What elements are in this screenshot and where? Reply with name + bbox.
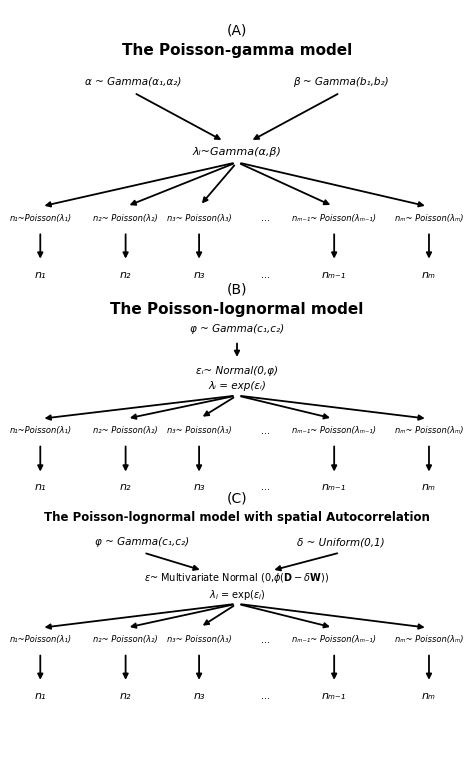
Text: n₃~ Poisson(λ₃): n₃~ Poisson(λ₃) — [167, 214, 231, 223]
Text: n₃: n₃ — [193, 691, 205, 700]
Text: λᵢ~Gamma(α,β): λᵢ~Gamma(α,β) — [192, 147, 282, 157]
Text: n₂: n₂ — [120, 483, 131, 492]
Text: ...: ... — [261, 426, 270, 435]
Text: nₘ₋₁: nₘ₋₁ — [322, 270, 346, 279]
Text: n₂~ Poisson(λ₂): n₂~ Poisson(λ₂) — [93, 635, 158, 644]
Text: $\varepsilon$~ Multivariate Normal (0,$\phi$($\mathbf{D}-\delta\mathbf{W}$)): $\varepsilon$~ Multivariate Normal (0,$\… — [145, 571, 329, 585]
Text: n₁: n₁ — [35, 483, 46, 492]
Text: n₁~Poisson(λ₁): n₁~Poisson(λ₁) — [9, 214, 72, 223]
Text: n₃~ Poisson(λ₃): n₃~ Poisson(λ₃) — [167, 635, 231, 644]
Text: λᵢ = exp(εᵢ): λᵢ = exp(εᵢ) — [208, 381, 266, 391]
Text: φ ~ Gamma(c₁,c₂): φ ~ Gamma(c₁,c₂) — [190, 324, 284, 334]
Text: nₘ~ Poisson(λₘ): nₘ~ Poisson(λₘ) — [395, 426, 463, 435]
Text: εᵢ~ Normal(0,φ): εᵢ~ Normal(0,φ) — [196, 366, 278, 375]
Text: φ ~ Gamma(c₁,c₂): φ ~ Gamma(c₁,c₂) — [95, 537, 189, 547]
Text: n₁: n₁ — [35, 270, 46, 279]
Text: δ ~ Uniform(0,1): δ ~ Uniform(0,1) — [298, 537, 385, 547]
Text: n₂~ Poisson(λ₂): n₂~ Poisson(λ₂) — [93, 214, 158, 223]
Text: (C): (C) — [227, 491, 247, 505]
Text: n₃: n₃ — [193, 270, 205, 279]
Text: n₃~ Poisson(λ₃): n₃~ Poisson(λ₃) — [167, 426, 231, 435]
Text: nₘ₋₁~ Poisson(λₘ₋₁): nₘ₋₁~ Poisson(λₘ₋₁) — [292, 426, 376, 435]
Text: nₘ: nₘ — [422, 270, 436, 279]
Text: ...: ... — [261, 214, 270, 223]
Text: nₘ: nₘ — [422, 483, 436, 492]
Text: (A): (A) — [227, 23, 247, 37]
Text: nₘ₋₁~ Poisson(λₘ₋₁): nₘ₋₁~ Poisson(λₘ₋₁) — [292, 214, 376, 223]
Text: n₁~Poisson(λ₁): n₁~Poisson(λ₁) — [9, 635, 72, 644]
Text: n₂~ Poisson(λ₂): n₂~ Poisson(λ₂) — [93, 426, 158, 435]
Text: ...: ... — [261, 483, 270, 492]
Text: ...: ... — [261, 635, 270, 644]
Text: nₘ₋₁: nₘ₋₁ — [322, 483, 346, 492]
Text: ...: ... — [261, 270, 270, 279]
Text: nₘ₋₁: nₘ₋₁ — [322, 691, 346, 700]
Text: nₘ~ Poisson(λₘ): nₘ~ Poisson(λₘ) — [395, 214, 463, 223]
Text: The Poisson-lognormal model: The Poisson-lognormal model — [110, 302, 364, 317]
Text: $\lambda_i$ = exp($\varepsilon_i$): $\lambda_i$ = exp($\varepsilon_i$) — [209, 588, 265, 602]
Text: nₘ₋₁~ Poisson(λₘ₋₁): nₘ₋₁~ Poisson(λₘ₋₁) — [292, 635, 376, 644]
Text: β ~ Gamma(b₁,b₂): β ~ Gamma(b₁,b₂) — [293, 77, 389, 87]
Text: The Poisson-lognormal model with spatial Autocorrelation: The Poisson-lognormal model with spatial… — [44, 511, 430, 524]
Text: n₁: n₁ — [35, 691, 46, 700]
Text: n₂: n₂ — [120, 270, 131, 279]
Text: n₂: n₂ — [120, 691, 131, 700]
Text: nₘ: nₘ — [422, 691, 436, 700]
Text: α ~ Gamma(α₁,α₂): α ~ Gamma(α₁,α₂) — [84, 77, 181, 87]
Text: nₘ~ Poisson(λₘ): nₘ~ Poisson(λₘ) — [395, 635, 463, 644]
Text: n₃: n₃ — [193, 483, 205, 492]
Text: n₁~Poisson(λ₁): n₁~Poisson(λ₁) — [9, 426, 72, 435]
Text: (B): (B) — [227, 282, 247, 296]
Text: ...: ... — [261, 691, 270, 700]
Text: The Poisson-gamma model: The Poisson-gamma model — [122, 43, 352, 58]
